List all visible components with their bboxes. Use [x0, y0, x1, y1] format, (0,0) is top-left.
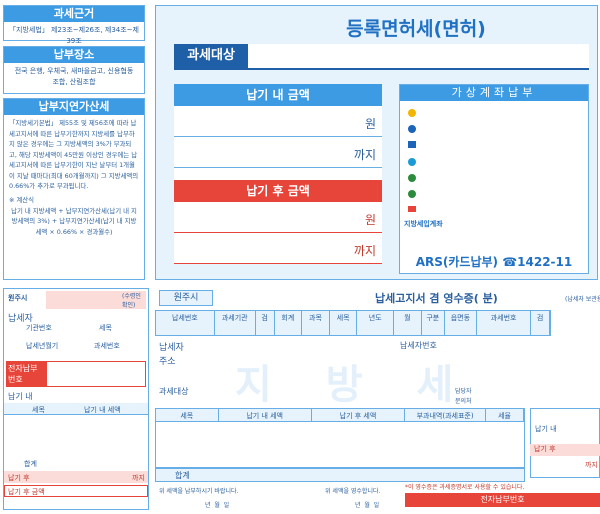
header-cell: 구분 — [422, 311, 445, 335]
header-cell: 검 — [256, 311, 275, 335]
header-cell: 부과내역(과세표준) — [405, 409, 487, 421]
side-until: 까지 — [585, 461, 598, 469]
ars: ARS(카드납부) ☎1422-11 — [415, 255, 573, 269]
header-cell: 과목 — [302, 311, 330, 335]
header-cell: 과세번호 — [477, 311, 532, 335]
place-box: 납부장소 전국 은행, 우체국, 새마을금고, 신용협동조합, 산림조합 — [3, 46, 145, 94]
stub-due-in: 납기 내 — [8, 392, 33, 401]
subject-label: 과세대상 — [174, 44, 248, 68]
receipt-payer: 납세자 — [159, 343, 184, 353]
formula-title: ※ 계산식 — [9, 195, 35, 204]
subject-row: 과세대상 — [174, 44, 589, 70]
basis-title: 과세근거 — [4, 6, 144, 22]
stub-item: 세목 — [99, 324, 112, 332]
contact: 문의처 — [455, 398, 472, 405]
stub-agency: 기관번호 — [26, 324, 52, 332]
notice-panel: 등록면허세(면허) 과세대상 납기 내 금액 원 까지 납기 후 금액 원 까지… — [155, 5, 598, 280]
due-in-until: 까지 — [174, 137, 382, 168]
bank-icons — [408, 109, 416, 212]
received: 위 세액을 영수합니다. — [325, 488, 381, 495]
stub-period: 납세년월기 — [26, 342, 59, 350]
penalty-box: 납부지연가산세 「지방세기본법」 제55조 및 제56조에 따라 납세고지서에 … — [3, 98, 145, 280]
stub: 원주시 (수령인 확인) 납세자 기관번호 세목 납세년월기 과세번호 전자납부… — [3, 288, 149, 510]
stub-due-after: 납기 후 — [8, 474, 30, 482]
basis-box: 과세근거 「지방세법」 제23조~제26조, 제34조~제39조 — [3, 5, 145, 45]
stub-col-item: 세목 — [32, 406, 45, 414]
due-in-unit: 원 — [174, 106, 382, 137]
due-after-until: 까지 — [174, 233, 382, 264]
header-cell: 세율 — [486, 409, 524, 421]
due-after-label: 납기 후 금액 — [174, 180, 382, 202]
receipt: 원주시 납세고지서 겸 영수증( 분) (납세자 보관용) 납세번호과세기관검회… — [155, 288, 600, 510]
date-1: 년 월 일 — [205, 502, 230, 509]
receipt-payer-no: 납세자번호 — [400, 341, 437, 350]
receipt-subject: 과세대상 — [159, 387, 189, 396]
receipt-address: 주소 — [159, 357, 176, 367]
tax-no-row: 납세번호 과세기관 검 회계 과목 세목 년도 월 구분 읍면동 과세번호 검 — [155, 310, 551, 336]
penalty-text: 「지방세기본법」 제55조 및 제56조에 따라 납세고지서에 따른 납부기한까… — [9, 119, 139, 190]
receipt-title: 납세고지서 겸 영수증( 분) — [375, 292, 498, 305]
columns-row: 세목 납기 내 세액 납기 후 세액 부과내역(과세표준) 세율 — [155, 408, 525, 422]
stub-payer: 납세자 — [8, 314, 33, 324]
header-cell: 세목 — [156, 409, 219, 421]
header-cell: 검 — [531, 311, 551, 335]
date-2: 년 월 일 — [355, 502, 380, 509]
due-in-label: 납기 내 금액 — [174, 84, 382, 106]
note: *이 영수증은 과세증명서로 사용할 수 있습니다. — [405, 484, 525, 491]
stub-after-amount: 납기 후 금액 — [8, 488, 45, 496]
stub-until: 까지 — [132, 474, 145, 482]
receipt-total: 합계 — [175, 471, 190, 480]
receipt-keep: (납세자 보관용) — [565, 296, 600, 303]
header-cell: 납기 내 세액 — [219, 409, 312, 421]
header-cell: 월 — [394, 311, 422, 335]
header-cell: 세목 — [330, 311, 358, 335]
notice-title: 등록면허세(면허) — [346, 18, 486, 40]
officer: 담당자 — [455, 388, 472, 395]
virtual-box: 가상계좌납부 지방세입계좌 ARS(카드납부) ☎1422-11 — [399, 84, 589, 274]
stub-col-amount: 납기 내 세액 — [84, 406, 121, 414]
penalty-title: 납부지연가산세 — [4, 99, 144, 115]
account-label: 지방세입계좌 — [404, 220, 443, 228]
stub-total: 합계 — [24, 460, 37, 468]
place-title: 납부장소 — [4, 47, 144, 63]
stub-eno: 전자납부번호 — [6, 361, 46, 387]
side-due-after: 납기 후 — [530, 444, 600, 456]
header-cell: 납기 후 세액 — [312, 409, 406, 421]
place-text: 전국 은행, 우체국, 새마을금고, 신용협동조합, 산림조합 — [14, 67, 134, 86]
amount-box: 납기 내 금액 원 까지 납기 후 금액 원 까지 — [174, 84, 382, 264]
stub-city: 원주시 — [8, 294, 28, 302]
basis-text: 「지방세법」 제23조~제26조, 제34조~제39조 — [9, 26, 139, 45]
header-cell: 년도 — [357, 311, 394, 335]
header-cell: 납세번호 — [156, 311, 215, 335]
header-cell: 회계 — [275, 311, 303, 335]
due-after-unit: 원 — [174, 202, 382, 233]
receipt-city: 원주시 — [159, 290, 213, 306]
header-cell: 읍면동 — [445, 311, 477, 335]
request: 위 세액을 납부하시기 바랍니다. — [159, 488, 239, 495]
side-due-in: 납기 내 — [535, 425, 557, 433]
virtual-title: 가상계좌납부 — [400, 85, 588, 101]
stub-taxno: 과세번호 — [94, 342, 120, 350]
header-cell: 과세기관 — [215, 311, 256, 335]
formula: 납기 내 지방세액 + 납부지연가산세(납기 내 지방세액의 3%) + 납부지… — [11, 206, 137, 236]
stub-confirm: (수령인 확인) — [122, 293, 141, 309]
receipt-eno: 전자납부번호 — [405, 493, 600, 507]
watermark: 지 방 세 — [235, 362, 474, 408]
